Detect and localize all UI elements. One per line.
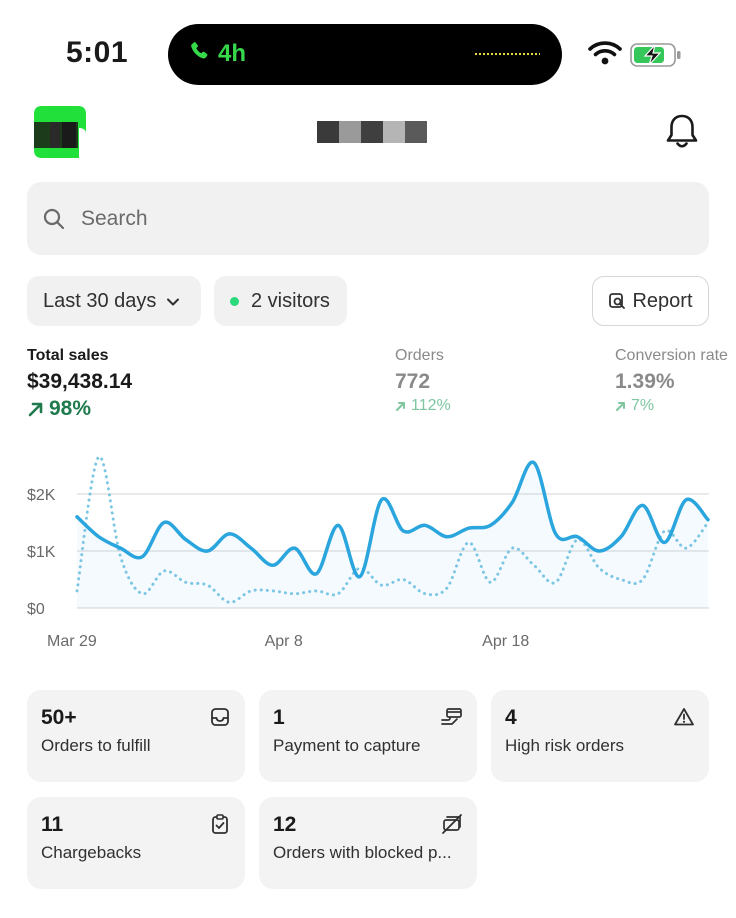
card-chargebacks[interactable]: 11 Chargebacks bbox=[27, 797, 245, 889]
y-tick-label: $2K bbox=[27, 487, 56, 504]
card-blocked-payment-orders[interactable]: 12 Orders with blocked p... bbox=[259, 797, 477, 889]
card-label: Chargebacks bbox=[41, 843, 142, 862]
x-tick-label: Apr 8 bbox=[265, 633, 303, 650]
battery-charging-icon bbox=[630, 42, 682, 73]
status-time: 5:01 bbox=[66, 36, 129, 69]
metric-change: 98% bbox=[27, 397, 132, 421]
report-icon bbox=[609, 293, 626, 309]
metric-conversion-rate[interactable]: Conversion rate 1.39% 7% bbox=[615, 347, 728, 415]
audio-waveform-icon bbox=[474, 52, 540, 56]
arrow-up-right-icon bbox=[616, 402, 625, 411]
y-tick-label: $1K bbox=[27, 544, 56, 561]
card-payment-to-capture[interactable]: 1 Payment to capture bbox=[259, 690, 477, 782]
metric-label: Orders bbox=[395, 347, 444, 364]
call-duration: 4h bbox=[218, 39, 247, 67]
metric-total-sales[interactable]: Total sales $39,438.14 98% bbox=[27, 347, 132, 421]
card-count: 50+ bbox=[41, 706, 77, 729]
card-count: 1 bbox=[273, 706, 285, 729]
arrow-up-right-icon bbox=[396, 402, 405, 411]
store-logo[interactable] bbox=[32, 104, 88, 160]
card-label: High risk orders bbox=[505, 736, 625, 755]
call-indicator: 4h bbox=[188, 39, 246, 68]
report-button[interactable]: Report bbox=[592, 276, 709, 326]
series-line-previous bbox=[75, 455, 710, 604]
clipboard-check-icon bbox=[212, 814, 228, 834]
card-label: Orders to fulfill bbox=[41, 736, 151, 755]
status-bar: 5:01 4h bbox=[0, 0, 736, 100]
report-label: Report bbox=[632, 289, 693, 312]
wifi-icon bbox=[588, 40, 622, 71]
payment-hand-icon bbox=[441, 708, 462, 725]
metric-value: 772 bbox=[395, 370, 431, 393]
card-high-risk-orders[interactable]: 4 High risk orders bbox=[491, 690, 709, 782]
metric-change-value: 112% bbox=[411, 397, 451, 414]
metric-label: Total sales bbox=[27, 347, 109, 364]
metric-value: $39,438.14 bbox=[27, 370, 133, 393]
metric-change: 112% bbox=[395, 397, 451, 415]
metric-orders[interactable]: Orders 772 112% bbox=[395, 347, 451, 415]
dynamic-island[interactable]: 4h bbox=[168, 24, 562, 85]
phone-icon bbox=[188, 39, 210, 68]
blocked-payment-icon bbox=[442, 814, 462, 834]
alert-triangle-icon bbox=[674, 708, 694, 726]
chevron-down-icon bbox=[166, 290, 180, 313]
metric-change: 7% bbox=[615, 397, 728, 415]
inbox-icon bbox=[211, 708, 229, 726]
x-tick-label: Apr 18 bbox=[482, 633, 529, 650]
date-range-dropdown[interactable]: Last 30 days bbox=[27, 276, 201, 326]
metric-change-value: 98% bbox=[49, 397, 92, 420]
x-tick-label: Mar 29 bbox=[47, 633, 97, 650]
search-icon bbox=[43, 208, 65, 235]
search-bar[interactable] bbox=[27, 182, 709, 255]
sales-line-chart[interactable]: $0 $1K $2K Mar 29 Apr 8 Apr 18 bbox=[0, 440, 736, 660]
card-count: 4 bbox=[505, 706, 517, 729]
visitors-label: 2 visitors bbox=[251, 289, 330, 312]
live-visitors-button[interactable]: 2 visitors bbox=[214, 276, 347, 326]
card-orders-to-fulfill[interactable]: 50+ Orders to fulfill bbox=[27, 690, 245, 782]
arrow-up-right-icon bbox=[28, 402, 43, 417]
date-range-label: Last 30 days bbox=[43, 289, 157, 312]
y-tick-label: $0 bbox=[27, 601, 45, 618]
metric-change-value: 7% bbox=[631, 397, 655, 414]
notifications-bell-icon[interactable] bbox=[664, 112, 700, 152]
card-count: 12 bbox=[273, 813, 297, 836]
card-count: 11 bbox=[41, 813, 64, 836]
live-status-dot bbox=[230, 296, 239, 306]
series-area-current bbox=[77, 462, 708, 608]
metric-label: Conversion rate bbox=[615, 347, 728, 364]
card-label: Orders with blocked p... bbox=[273, 843, 452, 862]
store-name-redacted bbox=[317, 121, 427, 143]
card-label: Payment to capture bbox=[273, 736, 421, 755]
series-line-current bbox=[75, 460, 710, 579]
metric-value: 1.39% bbox=[615, 370, 675, 393]
search-input[interactable] bbox=[81, 200, 681, 238]
